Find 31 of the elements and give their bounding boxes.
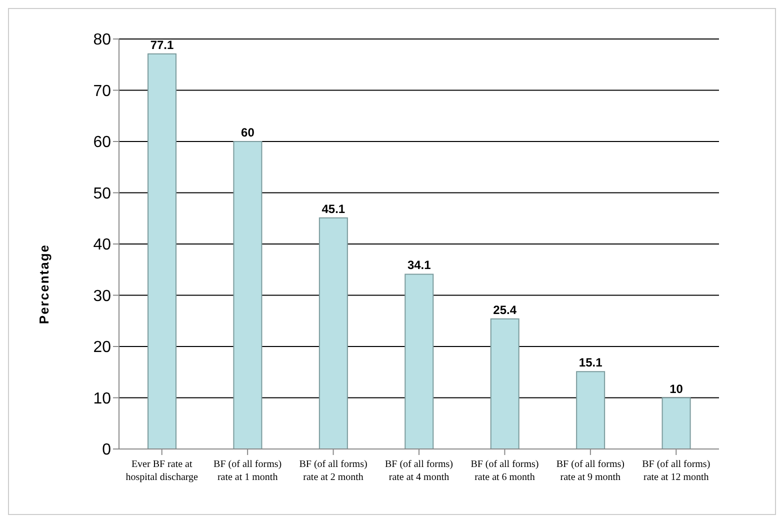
x-tick-label: BF (of all forms) rate at 12 month — [642, 459, 710, 483]
data-label: 10 — [670, 382, 684, 396]
x-tick-label: Ever BF rate at hospital discharge — [126, 459, 199, 483]
x-tick-label: BF (of all forms) rate at 1 month — [214, 459, 282, 483]
data-label: 25.4 — [493, 302, 517, 317]
data-label: 77.1 — [150, 38, 174, 52]
y-tick-label: 50 — [93, 185, 112, 202]
y-tick-label: 80 — [93, 32, 112, 49]
y-axis-title: Percentage — [36, 244, 52, 324]
x-tick-label: BF (of all forms) rate at 9 month — [556, 459, 624, 483]
y-tick-label: 0 — [102, 442, 112, 459]
bar — [148, 53, 176, 449]
bar — [233, 141, 262, 449]
data-label: 45.1 — [322, 202, 346, 216]
bar — [318, 217, 348, 449]
data-label: 60 — [241, 126, 255, 140]
y-tick-label: 10 — [93, 390, 112, 408]
y-tick-label: 70 — [93, 82, 112, 100]
y-tick-label: 30 — [93, 288, 112, 305]
x-tick-label: BF (of all forms) rate at 4 month — [384, 459, 454, 483]
data-label: 15.1 — [578, 356, 603, 370]
y-tick-label: 40 — [93, 236, 112, 254]
x-tick-label: BF (of all forms) rate at 2 month — [299, 459, 368, 483]
data-label: 34.1 — [407, 258, 432, 272]
bar — [404, 274, 434, 449]
bar — [576, 371, 606, 449]
bar — [662, 397, 691, 449]
y-tick-label: 20 — [93, 339, 112, 356]
y-tick-label: 60 — [93, 134, 112, 152]
bar — [490, 318, 520, 449]
x-tick-label: BF (of all forms) rate at 6 month — [470, 459, 539, 483]
